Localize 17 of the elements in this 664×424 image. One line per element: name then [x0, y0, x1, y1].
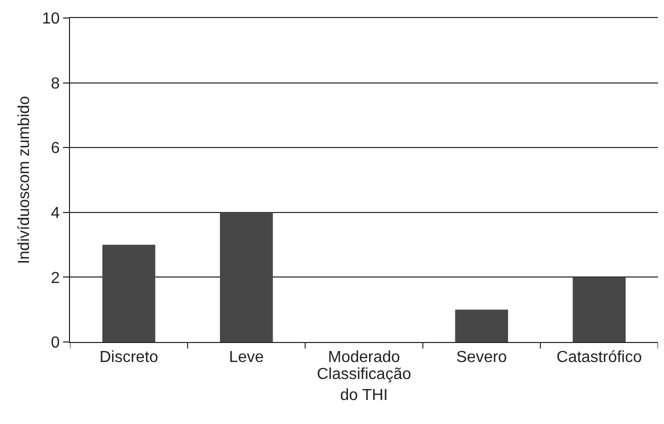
y-axis-title: Indivíduoscom zumbido	[16, 96, 33, 264]
x-axis-title: Classificação do THI	[316, 366, 412, 404]
y-tick-label: 0	[50, 334, 60, 352]
x-tick-label: Discreto	[99, 349, 158, 366]
bar	[220, 212, 273, 342]
y-tick-label: 6	[50, 140, 60, 158]
y-tick-label: 10	[42, 10, 60, 28]
x-tick-label: Catastrófico	[556, 349, 642, 366]
x-tick-label: Severo	[456, 349, 508, 366]
x-tick-label: Leve	[229, 349, 264, 366]
bar	[102, 244, 156, 342]
y-tick-label: 8	[50, 75, 60, 92]
bar	[455, 310, 508, 342]
y-tick-label: 2	[50, 270, 60, 287]
x-tick-label: Moderado	[328, 349, 400, 366]
bar	[572, 277, 626, 342]
y-tick-label: 4	[50, 205, 60, 222]
